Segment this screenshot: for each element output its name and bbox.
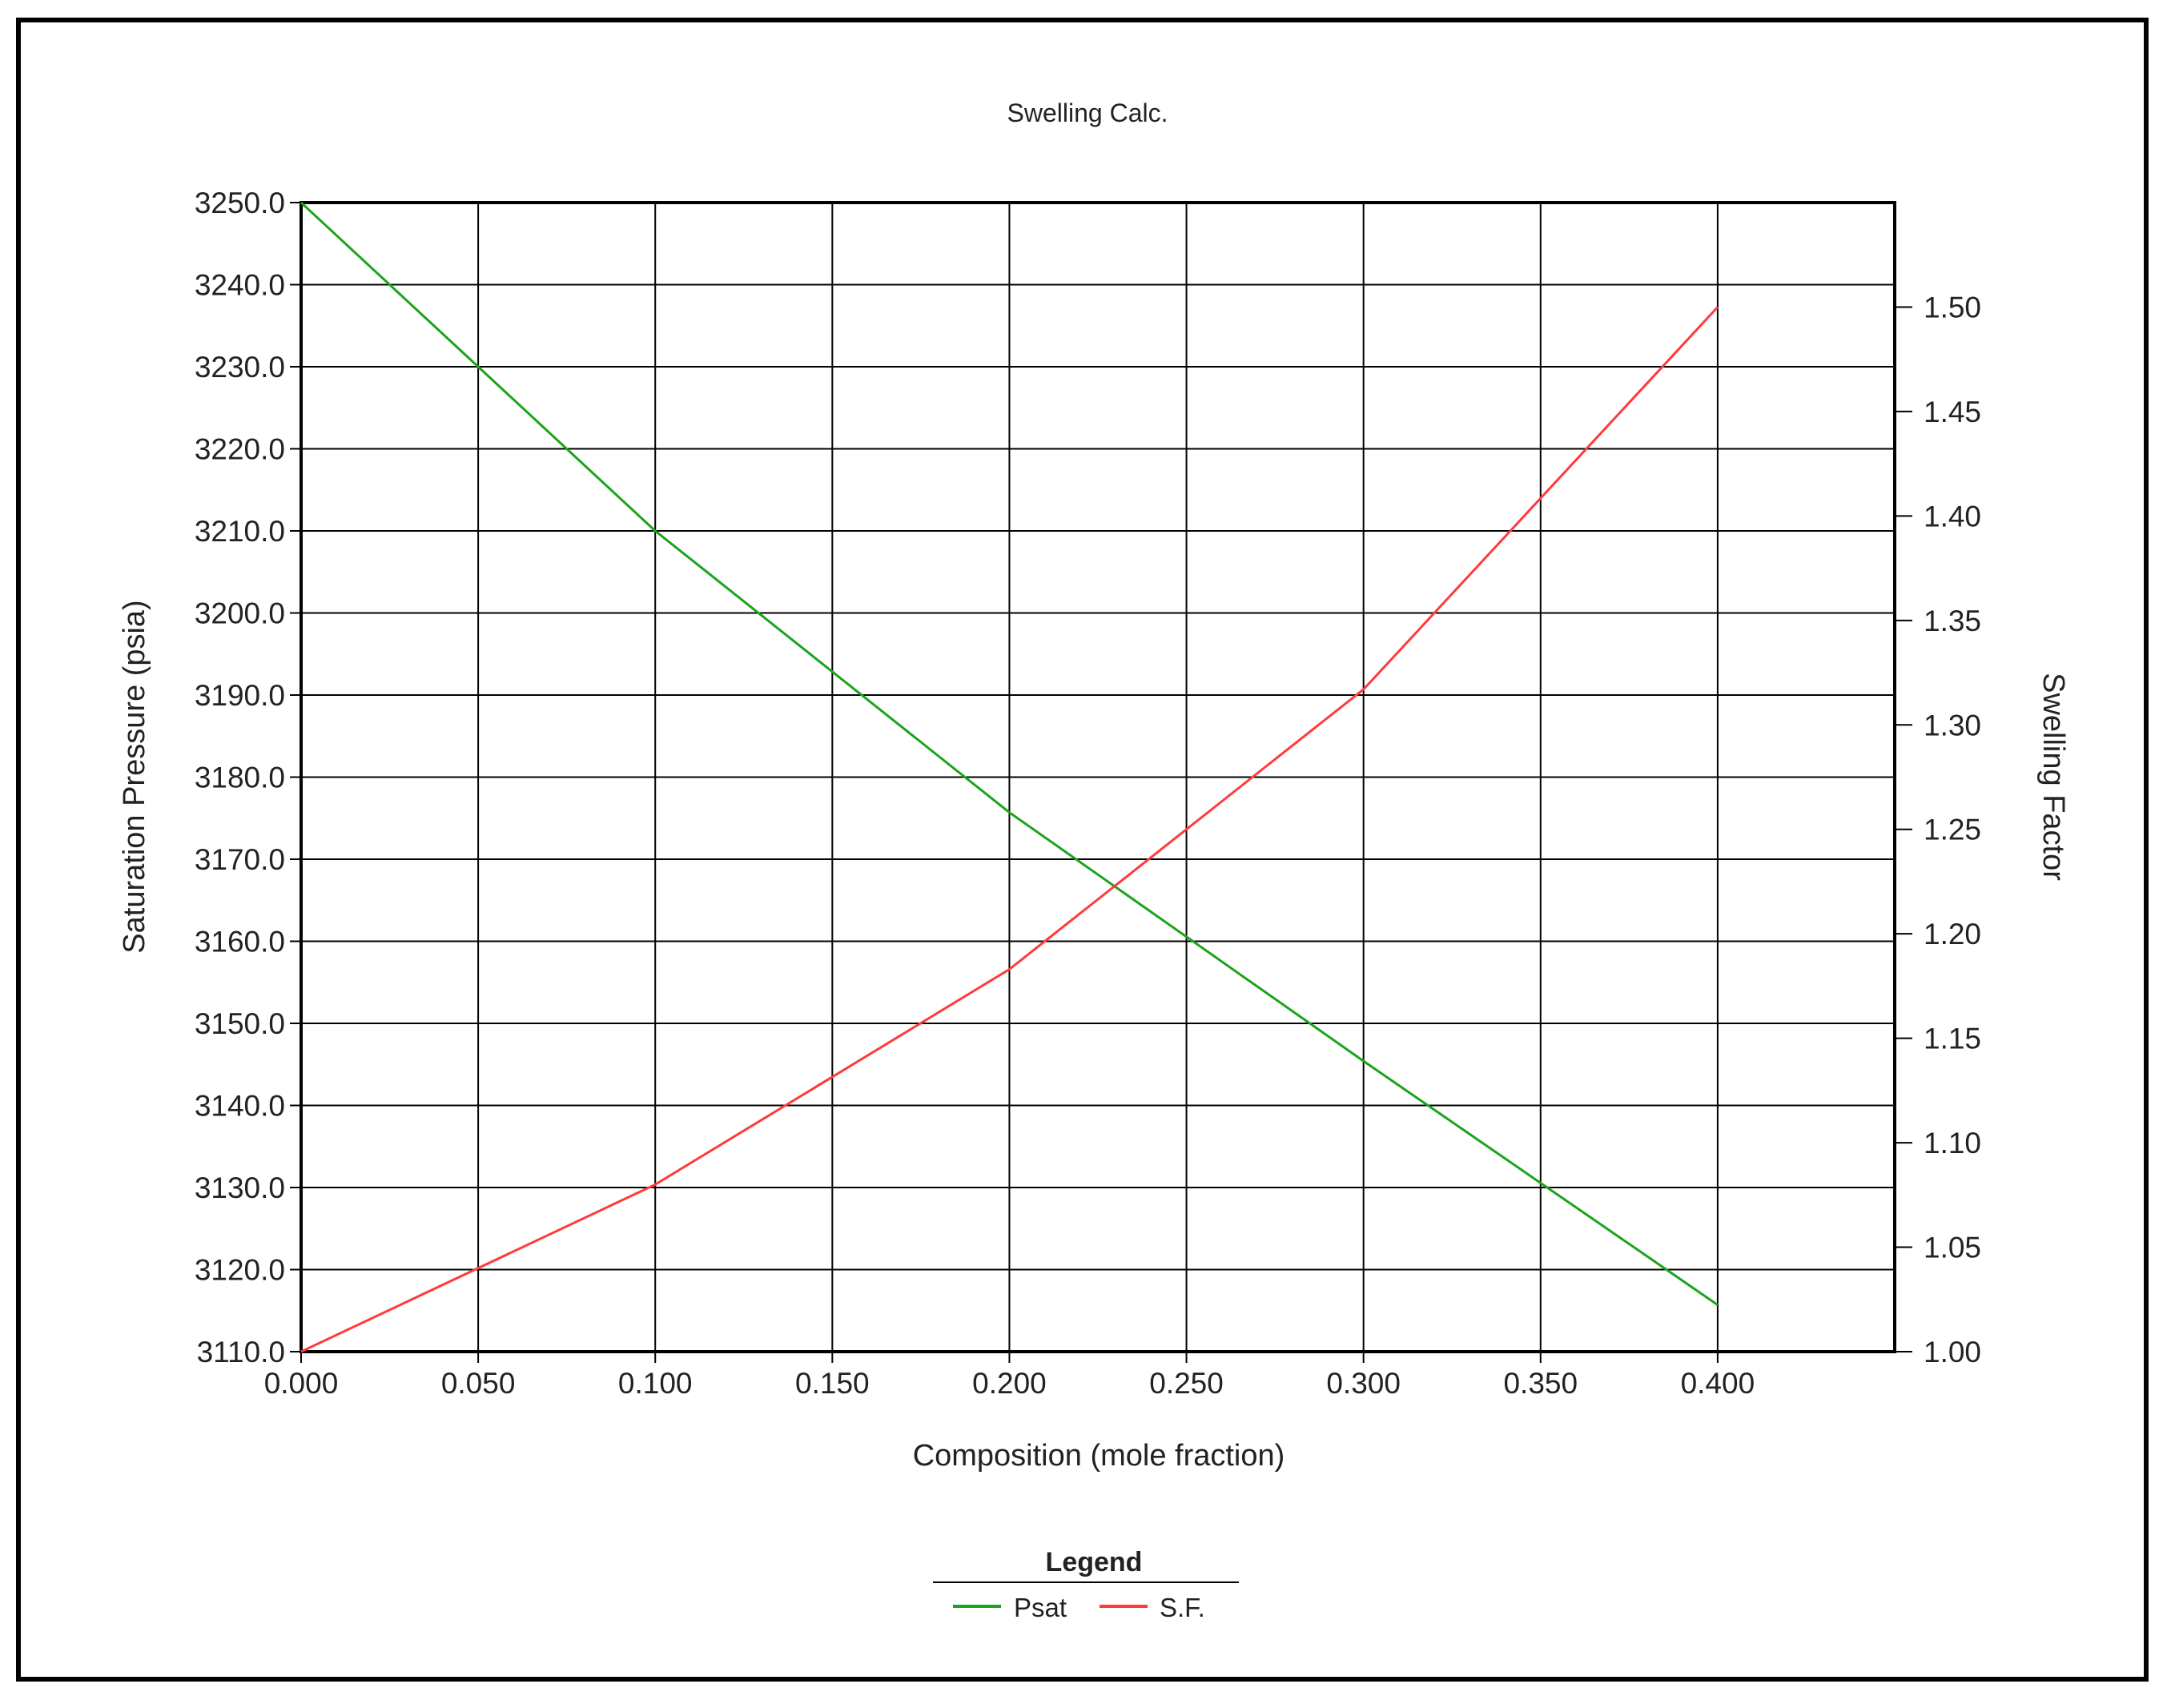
y-tick-label: 3240.0 <box>195 269 285 302</box>
x-tick-label: 0.100 <box>618 1367 693 1400</box>
series-line-s-f <box>300 306 1719 1353</box>
x-tick-label: 0.050 <box>441 1367 516 1400</box>
legend-label-psat: Psat <box>1014 1593 1067 1622</box>
y2-tick-label: 1.05 <box>1924 1232 1981 1264</box>
chart-title: Swelling Calc. <box>1007 98 1168 127</box>
axis-ticks: 3110.0 3120.0 3130.0 3140.0 3150.0 3160.0 3170… <box>195 187 1981 1400</box>
y-tick-label: 3110.0 <box>197 1336 285 1368</box>
x-tick-label: 0.150 <box>795 1367 870 1400</box>
y-tick-label: 3130.0 <box>195 1171 285 1204</box>
series-line-psat <box>300 201 1719 1306</box>
x-tick-label: 0.000 <box>264 1367 339 1400</box>
y2-axis-title: Swelling Factor <box>2036 673 2070 881</box>
y2-tick-label: 1.25 <box>1924 814 1981 846</box>
y2-tick-label: 1.45 <box>1924 396 1981 428</box>
y-tick-label: 3200.0 <box>195 597 285 630</box>
legend-title: Legend <box>1046 1547 1143 1577</box>
y-tick-label: 3210.0 <box>195 515 285 548</box>
y-axis-title: Saturation Pressure (psia) <box>118 600 151 953</box>
legend-label-sf: S.F. <box>1160 1593 1205 1622</box>
x-tick-label: 0.300 <box>1326 1367 1401 1400</box>
x-tick-label: 0.250 <box>1149 1367 1224 1400</box>
y-tick-label: 3220.0 <box>195 433 285 466</box>
y2-tick-label: 1.40 <box>1924 500 1981 532</box>
series-layer <box>300 201 1719 1353</box>
y-tick-label: 3160.0 <box>195 926 285 958</box>
x-tick-label: 0.350 <box>1503 1367 1578 1400</box>
y-tick-label: 3190.0 <box>195 679 285 712</box>
y2-tick-label: 1.10 <box>1924 1127 1981 1159</box>
x-tick-label: 0.200 <box>972 1367 1047 1400</box>
y-tick-label: 3230.0 <box>195 351 285 384</box>
y2-tick-label: 1.00 <box>1924 1336 1981 1368</box>
y2-tick-label: 1.50 <box>1924 291 1981 324</box>
y-tick-label: 3170.0 <box>195 843 285 876</box>
y2-tick-label: 1.30 <box>1924 709 1981 741</box>
legend: Legend Psat S.F. <box>933 1547 1239 1622</box>
y2-tick-label: 1.20 <box>1924 918 1981 950</box>
y-tick-label: 3140.0 <box>195 1090 285 1123</box>
y-tick-label: 3180.0 <box>195 762 285 794</box>
y2-tick-label: 1.35 <box>1924 605 1981 637</box>
x-axis-title: Composition (mole fraction) <box>913 1439 1285 1473</box>
chart-frame <box>16 18 2149 1682</box>
y2-tick-label: 1.15 <box>1924 1023 1981 1055</box>
y-tick-label: 3250.0 <box>195 187 285 219</box>
y-tick-label: 3120.0 <box>195 1254 285 1287</box>
x-tick-label: 0.400 <box>1681 1367 1755 1400</box>
y-tick-label: 3150.0 <box>195 1007 285 1040</box>
